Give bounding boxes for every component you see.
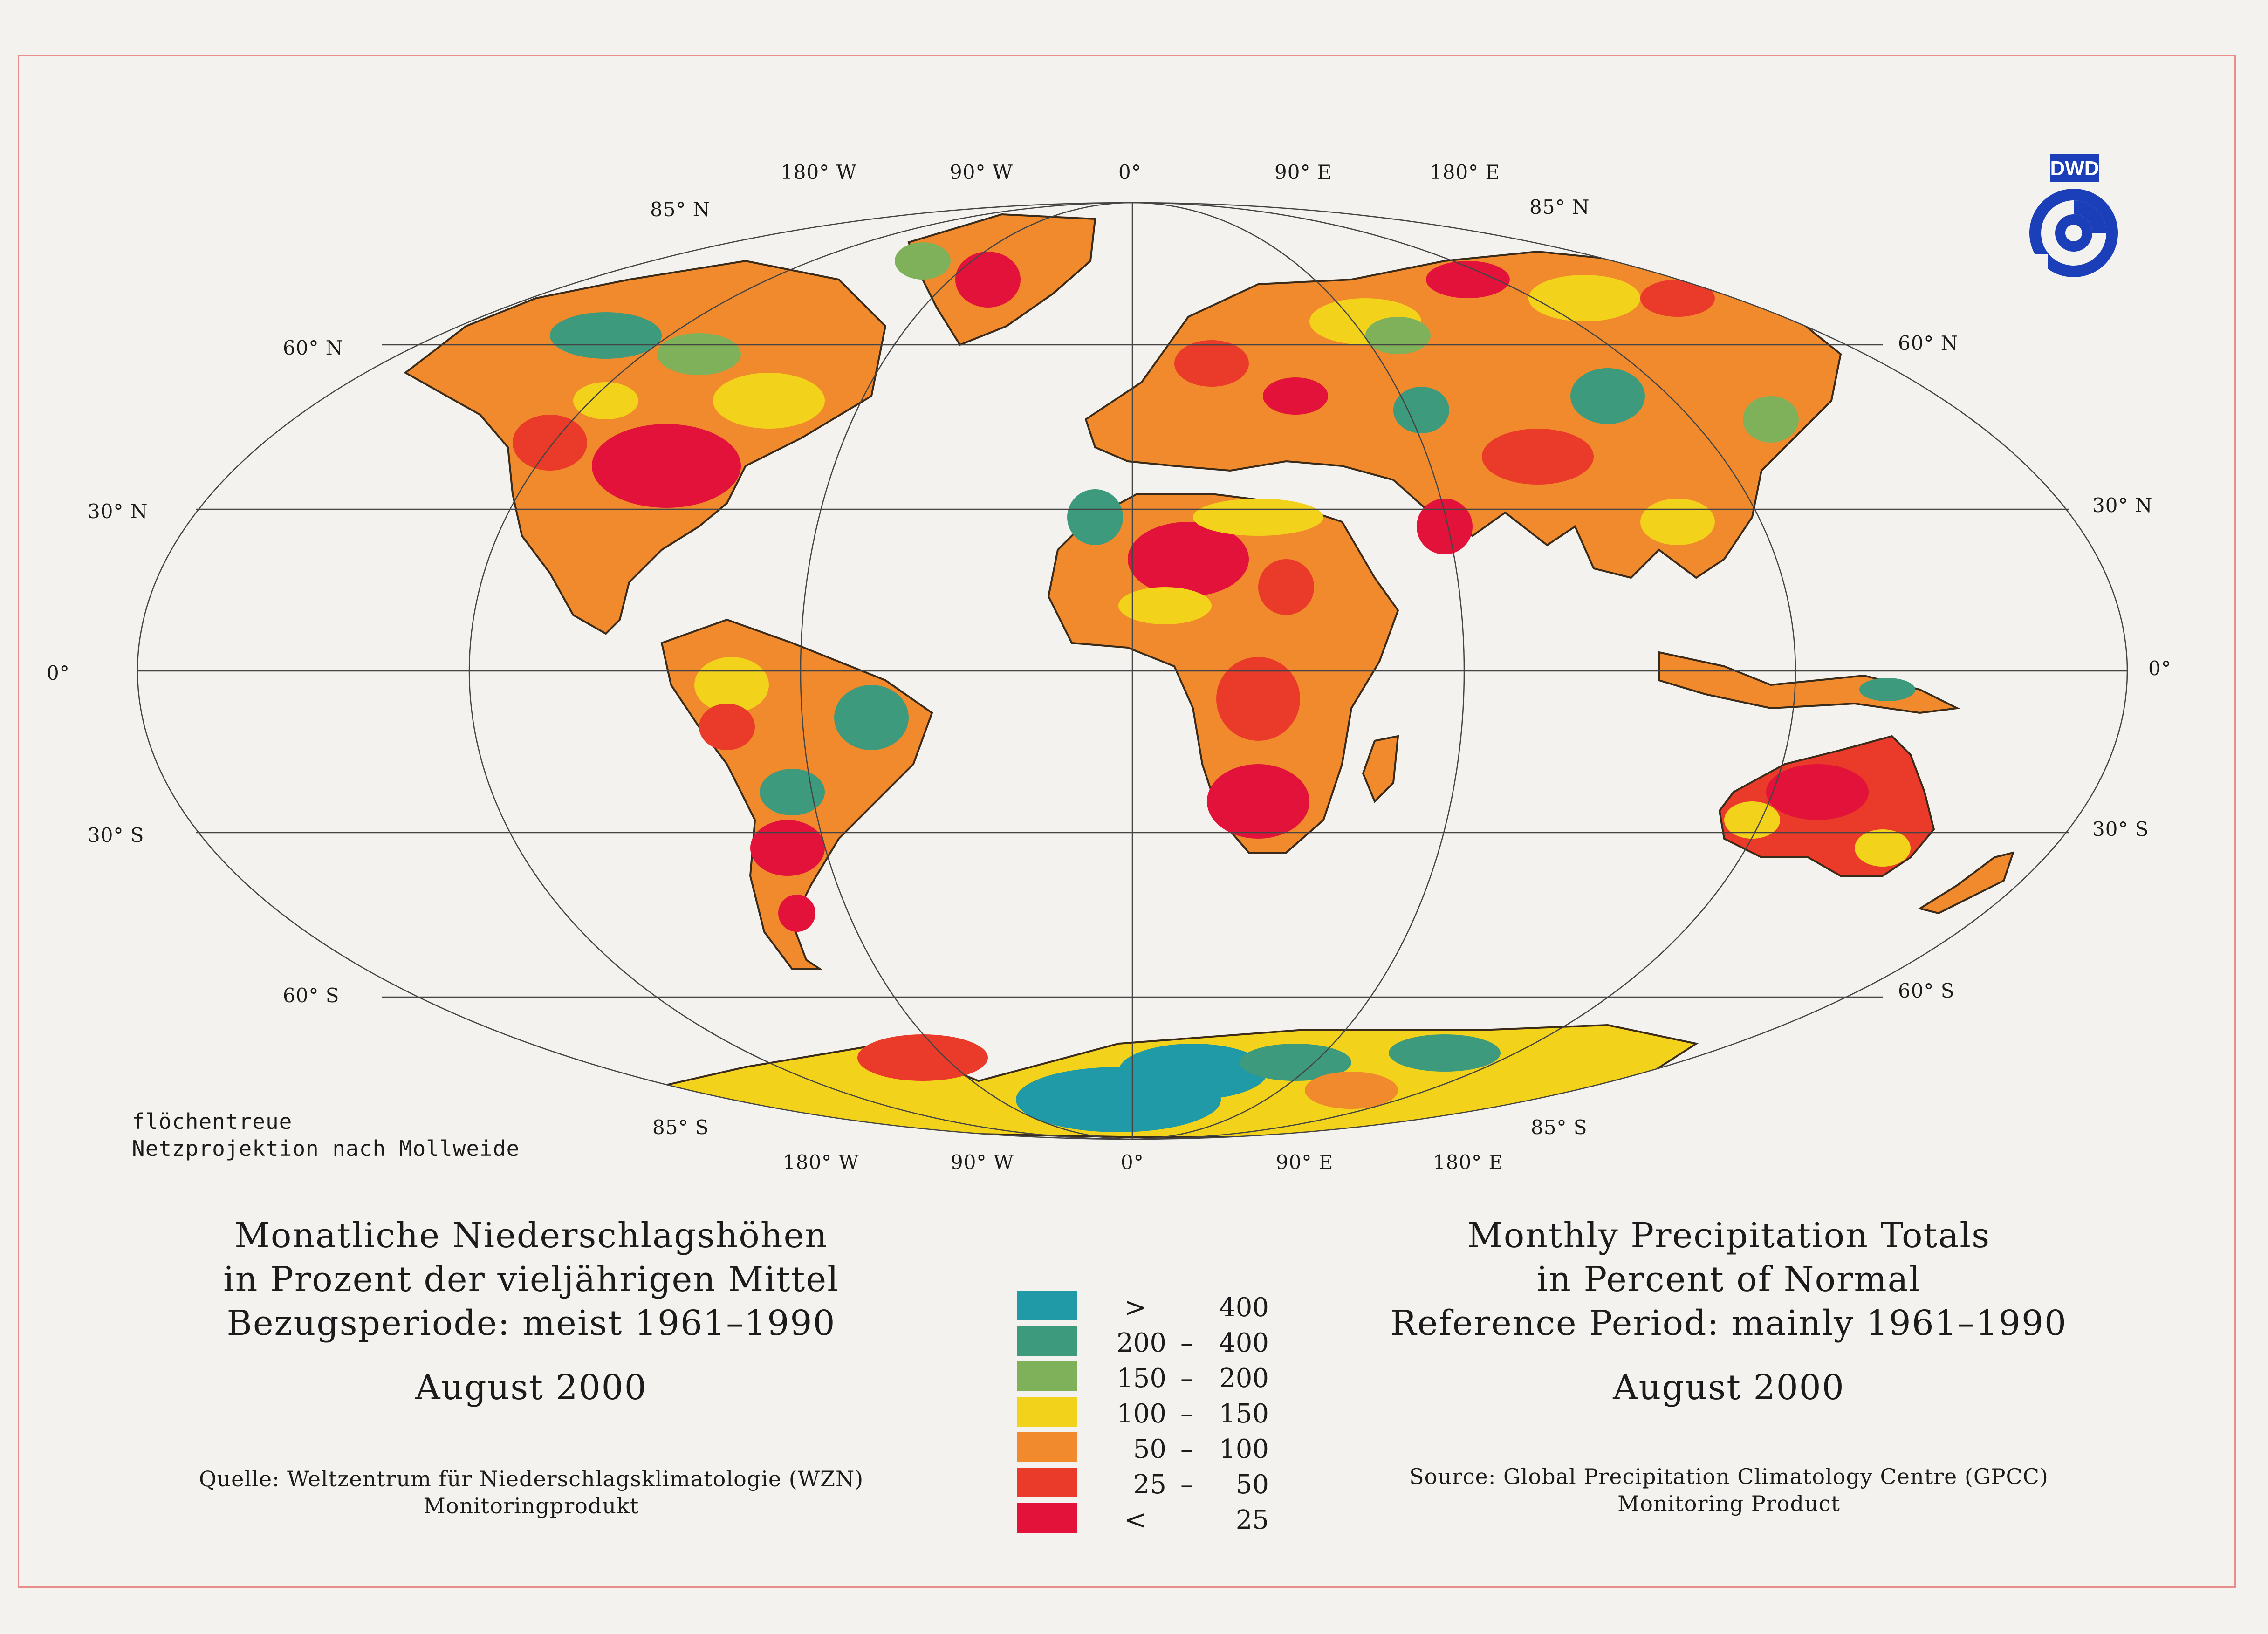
lat-label-30s-right: 30° S (2092, 818, 2149, 841)
legend-lower-bound: 100 (1117, 1399, 1166, 1429)
legend-lower-bound: 50 (1133, 1434, 1166, 1464)
graticule (137, 202, 2128, 1140)
legend-row: 25– 50 (1017, 1468, 1278, 1500)
legend-lower-bound: 200 (1117, 1328, 1166, 1358)
lat-label-85s-right: 85° S (1531, 1116, 1588, 1139)
title-english: Monthly Precipitation Totals in Percent … (1337, 1214, 2120, 1345)
legend-dash: – (1180, 1363, 1193, 1394)
lat-label-60n-right: 60° N (1898, 332, 1959, 355)
madagascar (1362, 735, 1399, 803)
dwd-logo: DWD (2015, 154, 2132, 284)
title-german-line2: in Prozent der vieljährigen Mittel (223, 1259, 839, 1299)
title-english-line1: Monthly Precipitation Totals (1467, 1216, 1991, 1256)
legend-symbol: > (1124, 1292, 1146, 1323)
source-english: Source: Global Precipitation Climatology… (1337, 1463, 2120, 1517)
legend-lower-bound: 150 (1117, 1363, 1166, 1394)
legend-dash: – (1180, 1434, 1193, 1464)
lat-label-85n-right: 85° N (1529, 196, 1590, 219)
lat-label-eq-left: 0° (47, 662, 70, 684)
title-english-line3: Reference Period: mainly 1961–1990 (1390, 1303, 2068, 1343)
lon-label-bottom-90e: 90° E (1276, 1151, 1334, 1174)
source-english-line2: Monitoring Product (1617, 1491, 1840, 1516)
lat-label-30s-left: 30° S (88, 824, 144, 847)
lon-label-bottom-180w: 180° W (783, 1151, 859, 1174)
logo-text: DWD (2050, 157, 2099, 180)
legend-swatch (1017, 1326, 1077, 1356)
legend-row: 100–150 (1017, 1397, 1278, 1429)
lon-label-bottom-90w: 90° W (951, 1151, 1014, 1174)
legend-swatch (1017, 1397, 1077, 1427)
lat-label-60s-left: 60° S (283, 984, 340, 1007)
legend-row: 200–400 (1017, 1326, 1278, 1358)
projection-note-line1: flöchentreue (132, 1109, 293, 1134)
source-english-line1: Source: Global Precipitation Climatology… (1409, 1464, 2049, 1489)
month-english: August 2000 (1613, 1367, 1845, 1408)
legend-swatch (1017, 1503, 1077, 1533)
lat-label-60s-right: 60° S (1898, 979, 1955, 1002)
title-english-line2: in Percent of Normal (1536, 1259, 1921, 1299)
legend-row: 50–100 (1017, 1432, 1278, 1464)
legend-upper-bound: 150 (1219, 1399, 1269, 1429)
page-border (18, 55, 2236, 1588)
legend-swatch (1017, 1291, 1077, 1320)
lon-label-top-0: 0° (1118, 161, 1142, 184)
lon-label-top-180e: 180° E (1430, 161, 1501, 184)
lon-label-bottom-0: 0° (1121, 1151, 1144, 1174)
legend-upper-bound: 50 (1235, 1470, 1269, 1500)
legend-dash: – (1180, 1470, 1193, 1500)
legend-dash: – (1180, 1328, 1193, 1358)
legend-upper-bound: 400 (1219, 1292, 1269, 1323)
lat-label-60n-left: 60° N (283, 336, 343, 359)
lat-label-30n-right: 30° N (2092, 494, 2153, 517)
legend-row: >400 (1017, 1291, 1278, 1323)
lat-label-85n-left: 85° N (650, 198, 711, 221)
legend-dash: – (1180, 1399, 1193, 1429)
legend-symbol: < (1124, 1505, 1146, 1535)
legend-swatch (1017, 1432, 1077, 1462)
lon-label-bottom-180e: 180° E (1433, 1151, 1504, 1174)
lat-label-85s-left: 85° S (652, 1116, 709, 1139)
legend-row: 150–200 (1017, 1361, 1278, 1394)
source-german-line1: Quelle: Weltzentrum für Niederschlagskli… (199, 1466, 864, 1491)
lat-label-eq-right: 0° (2148, 657, 2172, 680)
legend-row: <25 (1017, 1503, 1278, 1535)
eurasia (1084, 250, 1842, 579)
title-german-line1: Monatliche Niederschlagshöhen (234, 1216, 828, 1256)
legend-upper-bound: 25 (1235, 1505, 1269, 1535)
new-zealand (1917, 851, 2015, 915)
legend-upper-bound: 400 (1219, 1328, 1269, 1358)
month-german: August 2000 (415, 1367, 647, 1408)
lat-label-30n-left: 30° N (88, 500, 148, 523)
title-german: Monatliche Niederschlagshöhen in Prozent… (140, 1214, 923, 1345)
legend-upper-bound: 200 (1219, 1363, 1269, 1394)
source-german: Quelle: Weltzentrum für Niederschlagskli… (140, 1465, 923, 1519)
indonesia (1658, 651, 1960, 714)
legend-swatch (1017, 1468, 1077, 1497)
source-german-line2: Monitoringprodukt (423, 1493, 639, 1518)
legend-swatch (1017, 1361, 1077, 1391)
lon-label-top-90w: 90° W (950, 161, 1013, 184)
lon-label-top-180w: 180° W (781, 161, 857, 184)
lon-label-top-90e: 90° E (1274, 161, 1332, 184)
title-german-line3: Bezugsperiode: meist 1961–1990 (226, 1303, 836, 1343)
legend-upper-bound: 100 (1219, 1434, 1269, 1464)
projection-note-line2: Netzprojektion nach Mollweide (132, 1136, 520, 1161)
legend-lower-bound: 25 (1133, 1470, 1166, 1500)
